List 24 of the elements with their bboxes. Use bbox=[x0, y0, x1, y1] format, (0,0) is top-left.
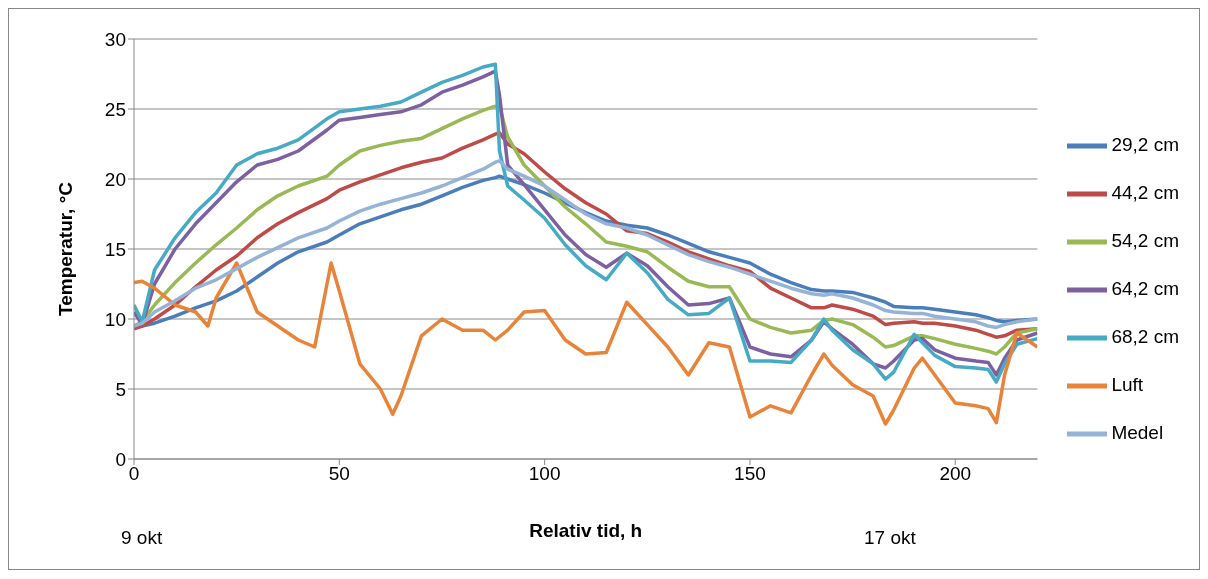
legend-label: 64,2 cm bbox=[1111, 278, 1179, 299]
legend-label: 54,2 cm bbox=[1111, 230, 1179, 251]
legend-label: 44,2 cm bbox=[1111, 182, 1179, 203]
x-tick-label: 100 bbox=[528, 463, 561, 485]
y-tick-label: 0 bbox=[115, 448, 126, 470]
y-tick-label: 25 bbox=[104, 98, 126, 120]
text: 9 okt bbox=[121, 527, 163, 549]
legend-label: 29,2 cm bbox=[1111, 134, 1179, 155]
x-tick-label: 50 bbox=[328, 463, 350, 485]
legend-label: 68,2 cm bbox=[1111, 326, 1179, 347]
legend-label: Luft bbox=[1111, 374, 1144, 395]
x-tick-label: 150 bbox=[734, 463, 766, 485]
y-axis-title: Temperatur, °C bbox=[55, 181, 76, 316]
y-tick-label: 30 bbox=[104, 28, 126, 50]
y-tick-label: 5 bbox=[115, 378, 126, 400]
y-tick-label: 15 bbox=[104, 238, 126, 260]
y-tick-label: 20 bbox=[104, 168, 126, 190]
line-series bbox=[134, 104, 1038, 356]
x-tick-label: 200 bbox=[939, 463, 972, 485]
legend-label: Medel bbox=[1111, 422, 1164, 443]
text: 17 okt bbox=[864, 527, 916, 549]
line-series bbox=[134, 261, 1038, 426]
x-axis-title: Relativ tid, h bbox=[529, 520, 643, 541]
y-tick-label: 10 bbox=[104, 308, 126, 330]
